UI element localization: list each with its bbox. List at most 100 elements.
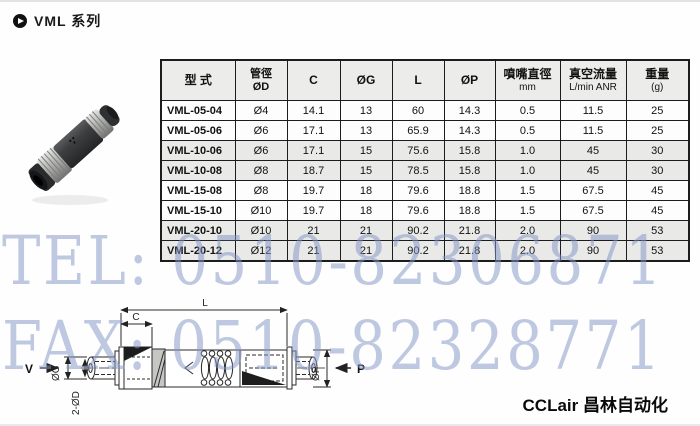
cell-model: VML-15-08 bbox=[160, 180, 236, 201]
cell-value: 65.9 bbox=[391, 120, 445, 141]
cell-value: Ø12 bbox=[234, 240, 288, 262]
cell-value: 45 bbox=[559, 160, 627, 181]
cell-value: 45 bbox=[625, 180, 690, 201]
table-header-row: 型 式管徑 ØD C ØG L ØP 噴嘴直徑 mm 真空流量 L/min ANR 重量 (g) bbox=[160, 59, 690, 101]
spec-table: 型 式管徑 ØD C ØG L ØP 噴嘴直徑 mm 真空流量 L/min ANR 重量 (g) VM… bbox=[160, 59, 690, 262]
column-label: 重量 bbox=[645, 66, 670, 81]
cell-value: 90 bbox=[559, 220, 627, 241]
page-title: VML 系列 bbox=[34, 13, 102, 29]
cell-value: Ø4 bbox=[234, 100, 288, 121]
column-header: 型 式 bbox=[160, 59, 236, 101]
cell-value: Ø8 bbox=[234, 160, 288, 181]
cell-value: 67.5 bbox=[559, 200, 627, 221]
cell-value: 15.8 bbox=[443, 160, 496, 181]
column-label: 型 式 bbox=[184, 72, 212, 87]
cell-value: 15 bbox=[339, 140, 393, 161]
cell-value: 25 bbox=[625, 120, 690, 141]
column-sublabel: L/min ANR bbox=[569, 81, 617, 93]
cell-value: 1.5 bbox=[494, 200, 561, 221]
cell-value: 90.2 bbox=[391, 240, 445, 262]
cell-model: VML-15-10 bbox=[160, 200, 236, 221]
column-header: ØP bbox=[443, 59, 496, 101]
cell-value: 21 bbox=[286, 220, 341, 241]
cell-value: Ø8 bbox=[234, 180, 288, 201]
cell-value: 13 bbox=[339, 120, 393, 141]
cell-value: 75.6 bbox=[391, 140, 445, 161]
table-row: VML-05-04 Ø4 14.1 13 60 14.3 0.5 11.5 25 bbox=[160, 100, 690, 121]
column-label: C bbox=[309, 72, 318, 87]
cell-model: VML-05-04 bbox=[160, 100, 236, 121]
column-sublabel: ØD bbox=[252, 80, 270, 93]
cell-value: Ø6 bbox=[234, 120, 288, 141]
cell-value: 11.5 bbox=[559, 120, 627, 141]
cell-value: 14.3 bbox=[443, 100, 496, 121]
cell-model: VML-10-06 bbox=[160, 140, 236, 161]
column-header: 真空流量 L/min ANR bbox=[559, 59, 627, 101]
cell-value: Ø6 bbox=[234, 140, 288, 161]
cell-value: 15.8 bbox=[443, 140, 496, 161]
cell-value: 78.5 bbox=[391, 160, 445, 181]
cell-value: 21.8 bbox=[443, 240, 496, 262]
cell-value: 15 bbox=[339, 160, 393, 181]
cell-value: 19.7 bbox=[286, 180, 341, 201]
cylinder-body bbox=[28, 105, 120, 191]
dim-label-OG: ØG bbox=[51, 365, 62, 381]
cell-value: 18 bbox=[339, 180, 393, 201]
cell-value: 17.1 bbox=[286, 120, 341, 141]
port-label-V: V bbox=[25, 362, 33, 376]
column-header: ØG bbox=[339, 59, 393, 101]
cell-model: VML-10-08 bbox=[160, 160, 236, 181]
cell-model: VML-20-12 bbox=[160, 240, 236, 262]
column-header: L bbox=[391, 59, 445, 101]
column-sublabel: (g) bbox=[651, 81, 664, 93]
cell-value: 67.5 bbox=[559, 180, 627, 201]
cell-value: 14.3 bbox=[443, 120, 496, 141]
cell-value: 30 bbox=[625, 160, 690, 181]
table-row: VML-15-08 Ø8 19.7 18 79.6 18.8 1.5 67.5 45 bbox=[160, 180, 690, 201]
cell-value: 21 bbox=[339, 240, 393, 262]
dim-label-OP: ØP bbox=[311, 366, 322, 381]
cell-value: 21.8 bbox=[443, 220, 496, 241]
product-photo bbox=[28, 105, 120, 205]
cell-value: 30 bbox=[625, 140, 690, 161]
cell-value: 2.0 bbox=[494, 220, 561, 241]
cell-value: 90 bbox=[559, 240, 627, 262]
cell-value: 90.2 bbox=[391, 220, 445, 241]
dim-label-2OD: 2-ØD bbox=[71, 391, 82, 415]
cell-value: Ø10 bbox=[234, 220, 288, 241]
cell-value: 17.1 bbox=[286, 140, 341, 161]
cell-value: 18.8 bbox=[443, 180, 496, 201]
cell-value: 53 bbox=[625, 240, 690, 262]
column-header: 噴嘴直徑 mm bbox=[494, 59, 561, 101]
photo-shadow bbox=[32, 195, 108, 205]
table-row: VML-10-08 Ø8 18.7 15 78.5 15.8 1.0 45 30 bbox=[160, 160, 690, 181]
dimension-drawing: L C V P ØG 2-ØD ØP bbox=[25, 298, 365, 415]
cell-value: 2.0 bbox=[494, 240, 561, 262]
play-circle-icon bbox=[13, 14, 27, 28]
dim-label-L: L bbox=[202, 298, 208, 309]
series-header: VML 系列 bbox=[13, 11, 101, 31]
cell-value: 60 bbox=[391, 100, 445, 121]
column-header: 重量 (g) bbox=[625, 59, 690, 101]
cell-value: 18.8 bbox=[443, 200, 496, 221]
table-row: VML-10-06 Ø6 17.1 15 75.6 15.8 1.0 45 30 bbox=[160, 140, 690, 161]
column-label: 噴嘴直徑 bbox=[503, 66, 552, 81]
dim-label-C: C bbox=[132, 312, 139, 323]
cell-value: 18.7 bbox=[286, 160, 341, 181]
brand-text: CCLair 昌林自动化 bbox=[522, 396, 668, 415]
cell-value: 1.0 bbox=[494, 160, 561, 181]
cell-value: 21 bbox=[339, 220, 393, 241]
cell-value: 18 bbox=[339, 200, 393, 221]
cell-value: 45 bbox=[559, 140, 627, 161]
cell-value: 25 bbox=[625, 100, 690, 121]
column-label: ØP bbox=[460, 72, 479, 87]
cell-value: 1.5 bbox=[494, 180, 561, 201]
cell-value: 79.6 bbox=[391, 180, 445, 201]
cell-value: 13 bbox=[339, 100, 393, 121]
column-label: L bbox=[414, 72, 422, 87]
cell-value: 0.5 bbox=[494, 100, 561, 121]
port-label-P: P bbox=[357, 362, 365, 376]
column-sublabel: mm bbox=[519, 81, 536, 93]
table-row: VML-05-06 Ø6 17.1 13 65.9 14.3 0.5 11.5 25 bbox=[160, 120, 690, 141]
